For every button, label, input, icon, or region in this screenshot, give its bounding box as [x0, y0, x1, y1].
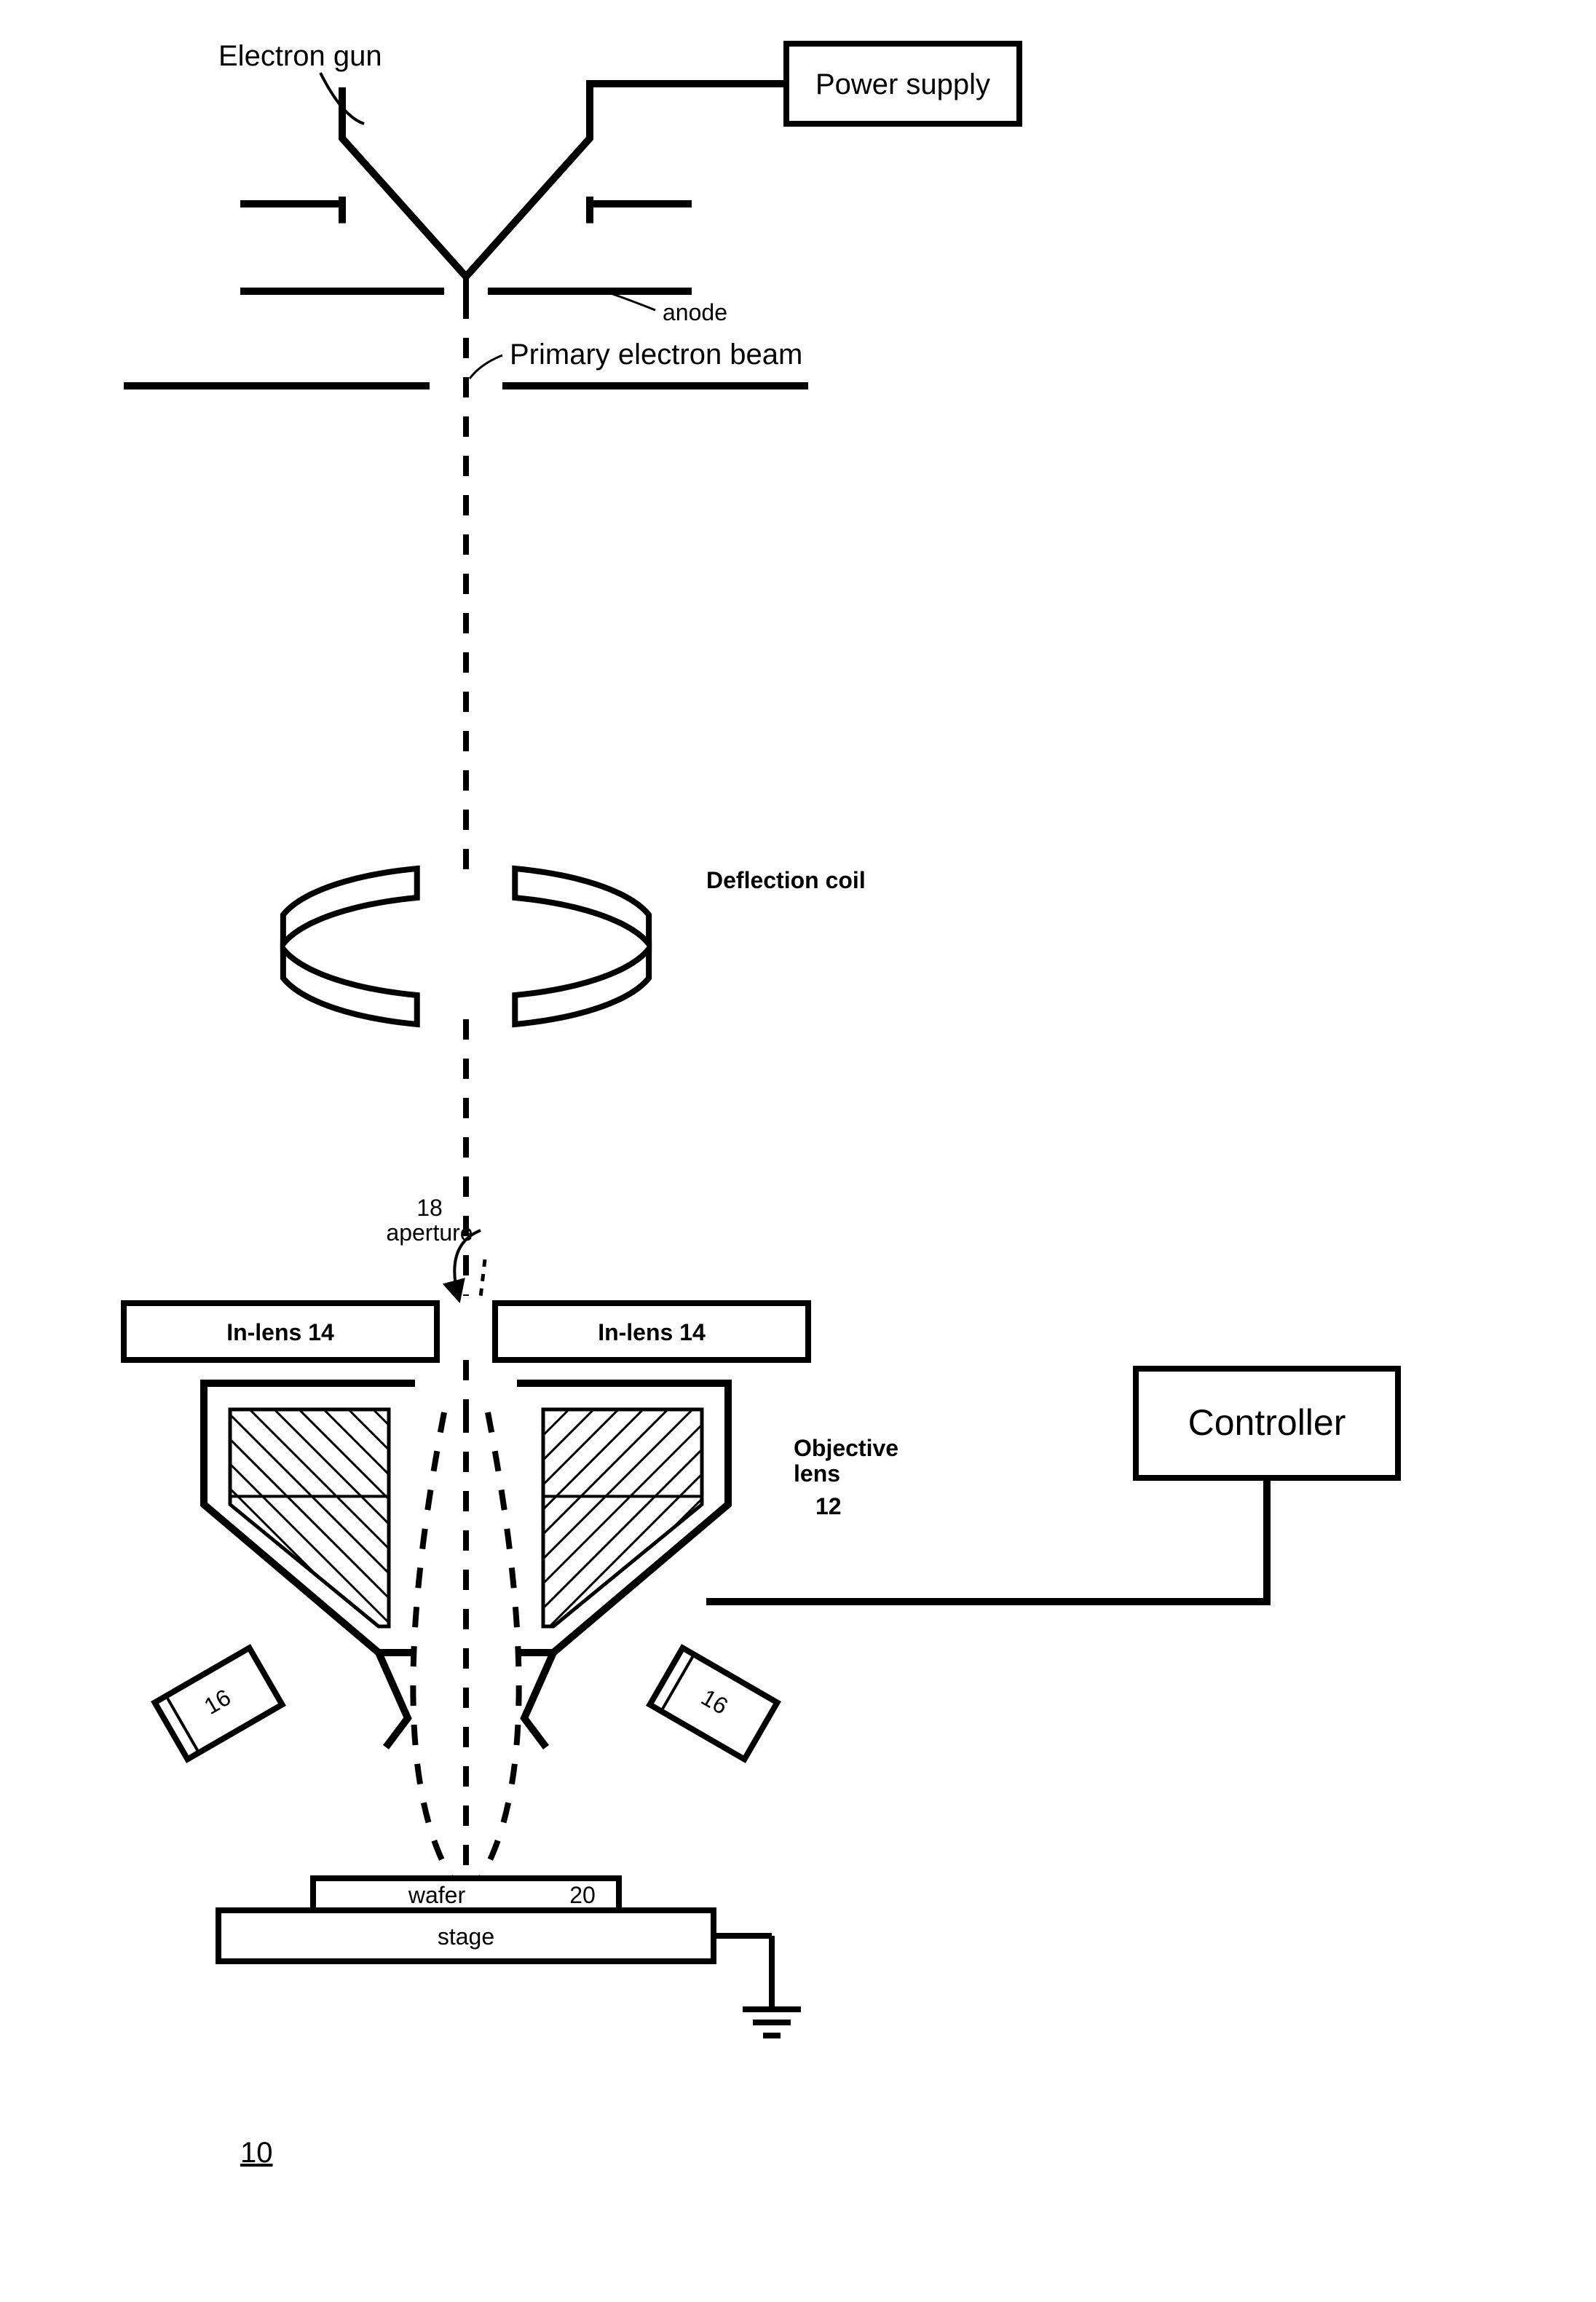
svg-text:20: 20 [569, 1882, 596, 1908]
svg-text:Deflection coil: Deflection coil [706, 867, 866, 893]
svg-text:In-lens 14: In-lens 14 [598, 1319, 706, 1345]
svg-text:12: 12 [815, 1493, 842, 1519]
svg-text:Controller: Controller [1188, 1402, 1346, 1443]
deflection-coil-segment [283, 949, 417, 1024]
svg-text:stage: stage [438, 1923, 494, 1950]
svg-text:aperture: aperture [386, 1219, 473, 1246]
diagram-svg: Power supply Electron gun anode Primary ele… [0, 0, 1596, 2302]
detector: 16 [155, 1648, 283, 1760]
svg-text:Objectivelens: Objectivelens [794, 1435, 898, 1487]
svg-text:wafer: wafer [408, 1882, 466, 1908]
svg-text:10: 10 [240, 2137, 273, 2169]
deflection-coil-segment [515, 869, 649, 944]
svg-text:anode: anode [663, 299, 727, 325]
svg-text:18: 18 [416, 1195, 443, 1221]
controller-wire [706, 1478, 1267, 1602]
deflection-coil-segment [515, 949, 649, 1024]
svg-text:Electron gun: Electron gun [218, 40, 382, 72]
deflection-coil-segment [283, 869, 417, 944]
svg-text:Power supply: Power supply [815, 68, 990, 100]
electron-gun [342, 87, 590, 277]
svg-text:Primary electron beam: Primary electron beam [510, 339, 802, 371]
detector: 16 [650, 1648, 778, 1760]
svg-text:In-lens 14: In-lens 14 [226, 1319, 334, 1345]
